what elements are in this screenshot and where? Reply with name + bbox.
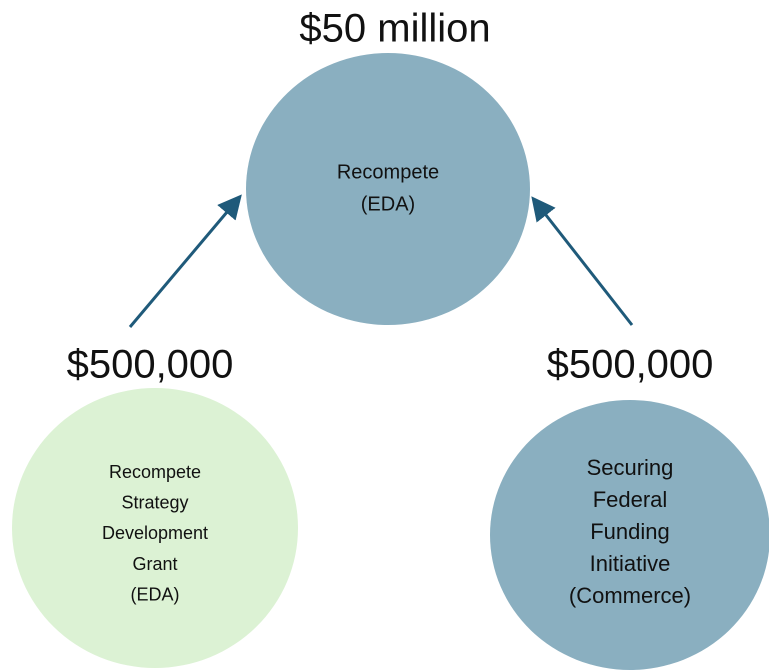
node-label: Development (102, 523, 208, 543)
amount-label: $500,000 (67, 343, 234, 387)
amount-label: $50 million (299, 7, 490, 51)
node-circle (246, 53, 530, 325)
node-label: Recompete (109, 462, 201, 482)
node-label: Recompete (337, 161, 439, 183)
node-label: Initiative (590, 551, 671, 576)
amount-label: $500,000 (547, 343, 714, 387)
labels: $50 million Recompete (EDA) $500,000 Recompe… (67, 7, 714, 608)
node-label: (EDA) (361, 193, 415, 215)
arrow (128, 194, 242, 328)
node-circle (490, 400, 769, 670)
node-circle (12, 388, 298, 668)
node-label: Federal (593, 487, 668, 512)
node-label: Funding (590, 519, 670, 544)
node-label: (EDA) (131, 585, 180, 605)
node-label: Strategy (121, 492, 188, 512)
node-label: (Commerce) (569, 583, 691, 608)
node-label: Securing (587, 455, 674, 480)
arrow (531, 196, 634, 326)
node-label: Grant (132, 554, 177, 574)
